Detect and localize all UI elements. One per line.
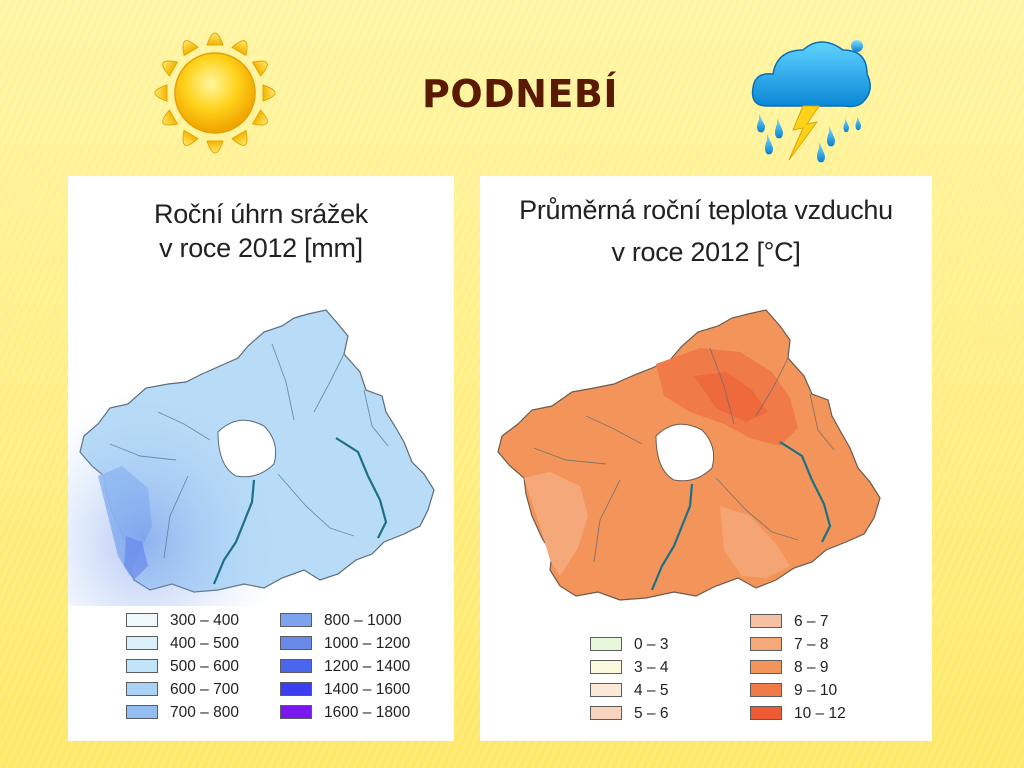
temperature-map-panel: Průměrná roční teplota vzduchu v roce 20… (480, 176, 932, 741)
temperature-title-line2: v roce 2012 [°C] (611, 236, 801, 267)
temperature-title-line1: Průměrná roční teplota vzduchu (519, 195, 893, 225)
legend-swatch (126, 682, 158, 696)
legend-swatch (590, 706, 622, 720)
rain-cloud-lightning-icon (751, 40, 871, 163)
legend-swatch (280, 613, 312, 627)
legend-swatch (126, 659, 158, 673)
legend-swatch (126, 705, 158, 719)
legend-swatch (126, 613, 158, 627)
legend-swatch (750, 637, 782, 651)
legend-swatch (750, 614, 782, 628)
legend-swatch (590, 683, 622, 697)
legend-swatch (126, 636, 158, 650)
legend-swatch (280, 659, 312, 673)
sun-icon (154, 32, 276, 154)
precipitation-map (68, 176, 454, 606)
legend-swatch (590, 637, 622, 651)
legend-swatch (280, 682, 312, 696)
legend-swatch (750, 660, 782, 674)
temperature-map-title: Průměrná roční teplota vzduchu v roce 20… (480, 194, 932, 270)
legend-swatch (280, 705, 312, 719)
legend-swatch (750, 683, 782, 697)
legend-swatch (280, 636, 312, 650)
legend-swatch (590, 660, 622, 674)
legend-swatch (750, 706, 782, 720)
temperature-map (497, 309, 881, 601)
precipitation-map-panel: Roční úhrn srážek v roce 2012 [mm] 30 (68, 176, 454, 741)
slide-title: PODNEBÍ (421, 72, 619, 116)
